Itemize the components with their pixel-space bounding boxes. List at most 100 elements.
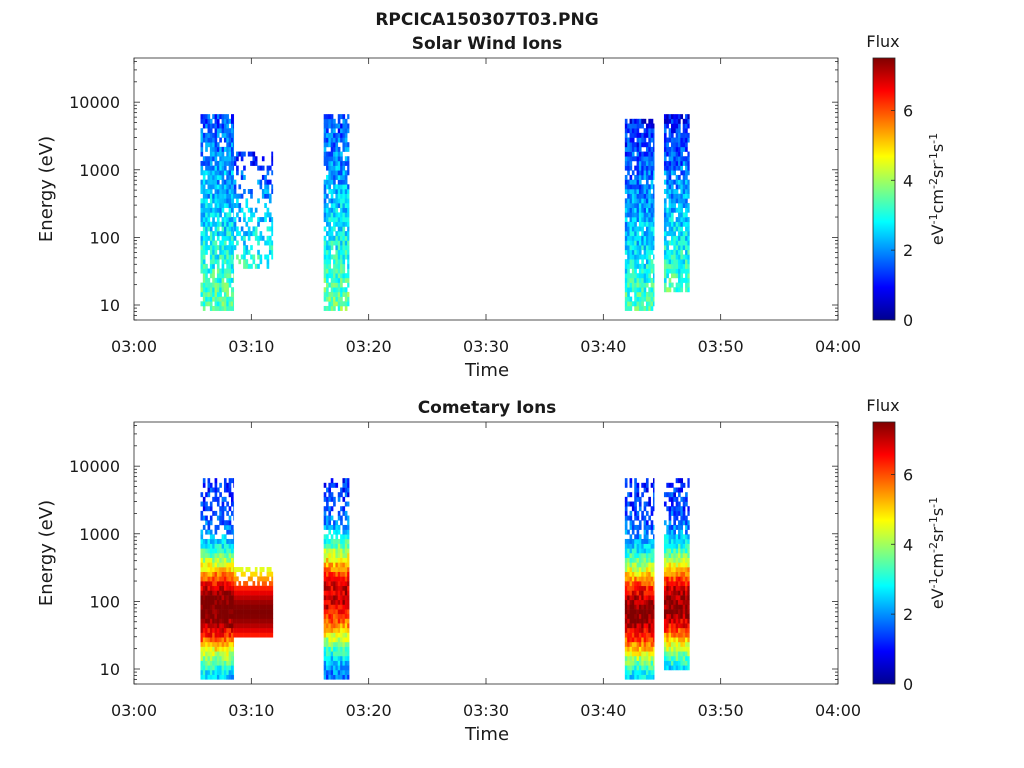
spectrogram-cell (266, 623, 270, 629)
spectrogram-cell (663, 160, 667, 166)
spectrogram-cell (675, 627, 679, 633)
spectrogram-cell (330, 128, 334, 134)
spectrogram-cell (209, 595, 213, 601)
spectrogram-cell (335, 637, 339, 643)
spectrogram-cell (330, 146, 334, 152)
spectrogram-cell (245, 609, 249, 615)
spectrogram-cell (347, 221, 350, 227)
spectrogram-cell (678, 240, 681, 246)
spectrogram-cell (209, 198, 213, 204)
spectrogram-cell (648, 604, 651, 610)
spectrogram-cell (650, 165, 654, 171)
spectrogram-cell (627, 641, 630, 647)
spectrogram-cell (228, 273, 232, 279)
spectrogram-cell (219, 655, 222, 661)
spectrogram-cell (219, 646, 222, 652)
spectrogram-cell (216, 146, 220, 152)
spectrogram-cell (335, 618, 339, 624)
spectrogram-cell (323, 160, 327, 166)
spectrogram-cell (641, 207, 644, 213)
spectrogram-cell (214, 221, 218, 227)
spectrogram-cell (228, 259, 232, 265)
spectrogram-cell (347, 618, 350, 624)
spectrogram-cell (344, 203, 348, 209)
spectrogram-cell (326, 562, 329, 568)
spectrogram-cell (333, 296, 336, 302)
spectrogram-cell (202, 240, 206, 246)
spectrogram-cell (219, 249, 222, 255)
spectrogram-cell (261, 567, 265, 573)
spectrogram-cell (216, 254, 220, 260)
spectrogram-cell (648, 235, 651, 241)
spectrogram-cell (648, 193, 651, 199)
spectrogram-cell (340, 184, 343, 190)
spectrogram-cell (342, 137, 346, 143)
spectrogram-cell (216, 613, 220, 619)
spectrogram-cell (261, 217, 265, 223)
spectrogram-cell (687, 254, 690, 260)
spectrogram-cell (645, 128, 649, 134)
spectrogram-cell (233, 604, 237, 610)
spectrogram-cell (247, 249, 251, 255)
spectrogram-cell (212, 590, 215, 596)
spectrogram-cell (216, 296, 220, 302)
spectrogram-cell (202, 590, 206, 596)
spectrogram-cell (221, 217, 225, 223)
spectrogram-cell (268, 249, 272, 255)
spectrogram-cell (212, 231, 215, 237)
spectrogram-cell (624, 174, 628, 180)
spectrogram-cell (673, 506, 676, 512)
spectrogram-cell (347, 632, 350, 638)
spectrogram-cell (202, 669, 206, 675)
spectrogram-cell (207, 665, 211, 671)
spectrogram-cell (629, 548, 633, 554)
spectrogram-cell (200, 567, 204, 573)
spectrogram-cell (226, 268, 229, 274)
spectrogram-cell (678, 646, 681, 652)
spectrogram-cell (680, 595, 684, 601)
spectrogram-cell (629, 259, 633, 265)
spectrogram-cell (231, 529, 234, 535)
spectrogram-cell (624, 585, 628, 591)
spectrogram-cell (680, 487, 684, 493)
spectrogram-cell (209, 245, 213, 251)
spectrogram-cell (337, 538, 341, 544)
spectrogram-cell (205, 538, 208, 544)
spectrogram-cell (219, 170, 222, 176)
spectrogram-cell (261, 609, 265, 615)
spectrogram-cell (629, 567, 633, 573)
spectrogram-cell (671, 613, 674, 619)
spectrogram-cell (214, 174, 218, 180)
spectrogram-cell (631, 548, 635, 554)
spectrogram-cell (214, 510, 218, 516)
spectrogram-cell (226, 637, 229, 643)
spectrogram-cell (673, 571, 676, 577)
spectrogram-cell (233, 212, 235, 218)
spectrogram-cell (627, 301, 630, 307)
spectrogram-cell (636, 193, 640, 199)
spectrogram-cell (645, 291, 649, 297)
spectrogram-cell (663, 221, 667, 227)
spectrogram-cell (682, 557, 686, 563)
spectrogram-cell (636, 581, 640, 587)
spectrogram-cell (344, 231, 348, 237)
spectrogram-cell (212, 548, 215, 554)
spectrogram-cell (340, 627, 343, 633)
spectrogram-cell (668, 482, 672, 488)
spectrogram-cell (668, 651, 672, 657)
spectrogram-cell (250, 245, 253, 251)
spectrogram-cell (687, 646, 690, 652)
spectrogram-cell (631, 520, 635, 526)
spectrogram-cell (643, 277, 647, 283)
spectrogram-cell (663, 123, 667, 129)
spectrogram-cell (643, 296, 647, 302)
spectrogram-cell (243, 627, 246, 633)
spectrogram-cell (636, 604, 640, 610)
spectrogram-cell (671, 651, 674, 657)
spectrogram-cell (233, 146, 235, 152)
spectrogram-cell (666, 534, 669, 540)
spectrogram-cell (636, 128, 640, 134)
spectrogram-cell (226, 651, 229, 657)
spectrogram-cell (231, 548, 234, 554)
spectrogram-cell (643, 557, 647, 563)
